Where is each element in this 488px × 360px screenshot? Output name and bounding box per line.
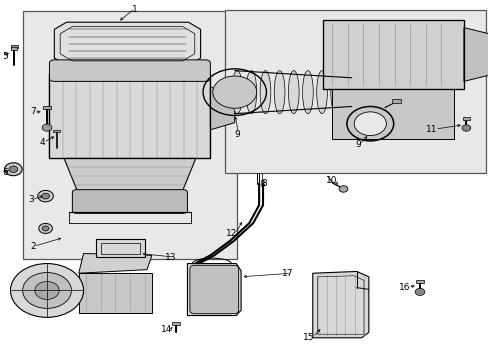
Circle shape [4,163,22,176]
Bar [11,45,18,48]
Bar [11,47,17,50]
Polygon shape [331,89,453,139]
Text: 9: 9 [355,140,361,149]
Circle shape [39,224,52,233]
Text: 11: 11 [425,125,436,134]
Bar [53,130,60,132]
Circle shape [414,288,424,296]
Polygon shape [54,22,200,65]
Circle shape [353,112,386,135]
Text: 3: 3 [28,195,34,204]
FancyBboxPatch shape [189,265,238,314]
Text: 15: 15 [303,333,314,342]
Text: 9: 9 [234,130,240,139]
Polygon shape [322,21,463,89]
Ellipse shape [330,71,341,114]
Text: 13: 13 [164,253,176,262]
Polygon shape [64,158,195,194]
Circle shape [38,190,53,202]
Text: 2: 2 [30,242,36,251]
Bar [224,10,485,173]
Ellipse shape [316,71,327,114]
Circle shape [338,186,347,192]
Bar [322,21,463,89]
Text: 8: 8 [261,179,266,188]
Text: 14: 14 [161,325,172,334]
Bar [391,99,400,103]
Circle shape [42,226,49,231]
Circle shape [212,76,256,108]
Bar [462,117,469,120]
Text: 12: 12 [225,229,237,238]
Bar [172,321,180,324]
Circle shape [461,125,470,131]
Circle shape [10,264,83,318]
Ellipse shape [302,71,313,114]
Text: 8: 8 [259,180,264,189]
Text: 4: 4 [40,138,45,147]
Bar [415,280,423,283]
Text: 1: 1 [132,5,138,14]
Bar [22,12,237,259]
Polygon shape [49,74,210,158]
Ellipse shape [288,71,299,114]
Circle shape [42,124,52,131]
Circle shape [41,193,49,199]
FancyBboxPatch shape [49,60,210,81]
Ellipse shape [231,71,242,114]
Text: 10: 10 [325,176,336,185]
Bar [96,239,144,257]
Ellipse shape [260,71,270,114]
Text: 16: 16 [398,283,409,292]
Polygon shape [79,253,152,273]
Circle shape [35,282,59,300]
Polygon shape [187,264,241,316]
Bar [101,243,140,253]
Ellipse shape [245,71,256,114]
Text: 6: 6 [2,168,8,177]
Text: 17: 17 [281,269,293,278]
Ellipse shape [274,71,285,114]
Polygon shape [79,273,152,313]
Circle shape [22,273,71,309]
Polygon shape [312,271,368,338]
Circle shape [9,166,18,172]
Text: 7: 7 [30,107,36,116]
Text: 5: 5 [2,52,8,61]
FancyBboxPatch shape [72,190,187,213]
Ellipse shape [344,71,355,114]
Bar [49,74,210,158]
Polygon shape [210,87,234,130]
Polygon shape [463,28,488,81]
Bar [43,106,51,109]
